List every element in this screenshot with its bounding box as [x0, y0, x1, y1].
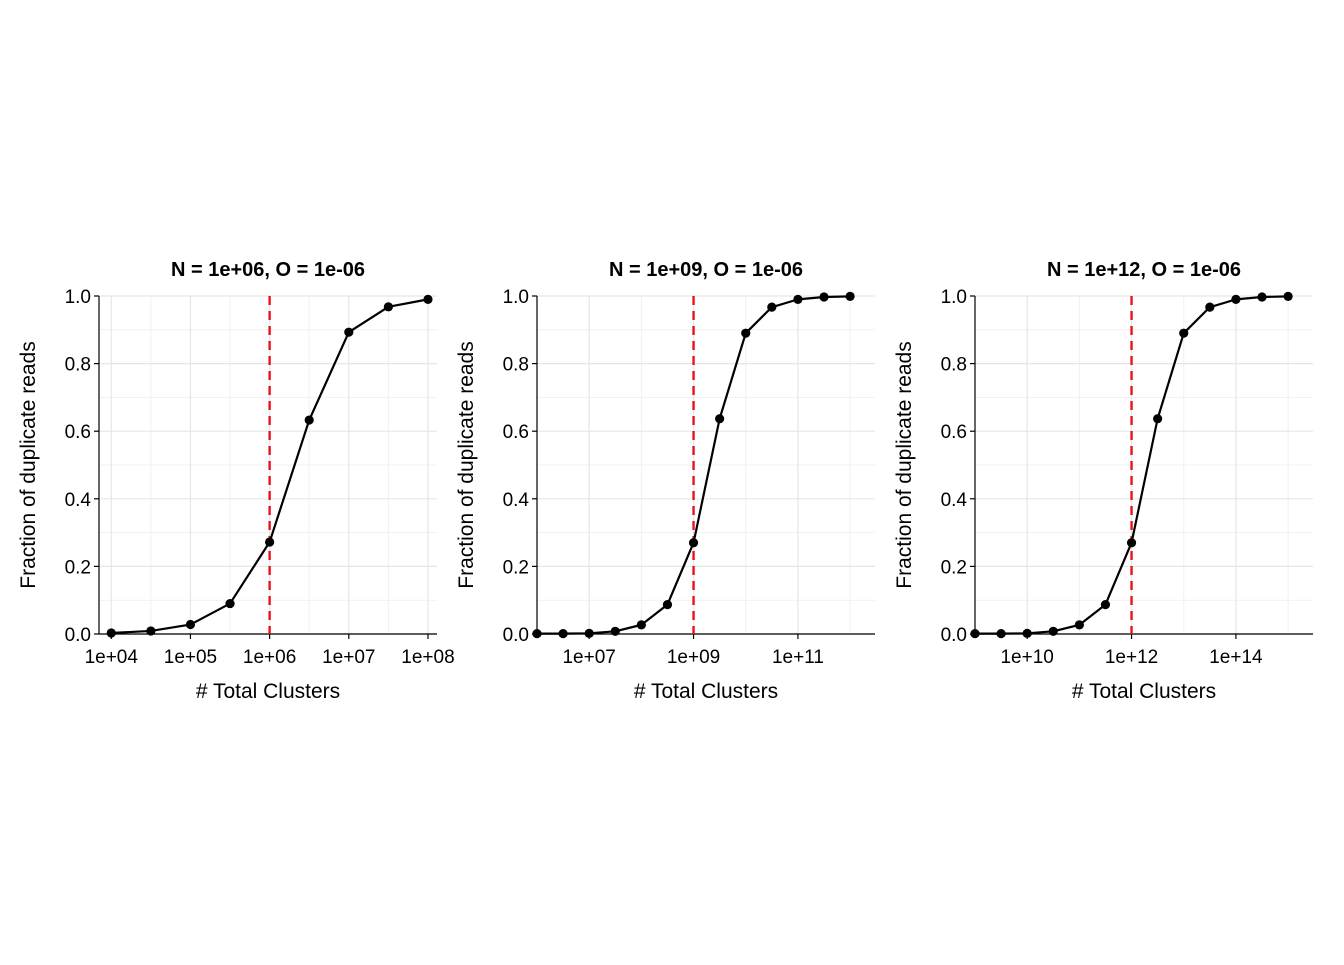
- y-tick-label: 0.0: [65, 625, 91, 646]
- y-tick-label: 0.8: [503, 355, 529, 376]
- data-point: [1257, 292, 1267, 302]
- y-tick-label: 0.0: [941, 625, 967, 646]
- data-point: [1283, 291, 1293, 301]
- data-point: [423, 294, 433, 304]
- data-point: [225, 598, 235, 609]
- y-tick-label: 0.2: [503, 557, 529, 578]
- data-point: [715, 414, 725, 424]
- y-tick-label: 0.8: [65, 355, 91, 376]
- y-tick-label: 0.4: [503, 490, 530, 511]
- y-tick-label: 0.0: [503, 625, 529, 646]
- data-point: [741, 328, 751, 338]
- data-point: [185, 619, 196, 630]
- data-point: [558, 629, 568, 639]
- data-point: [146, 626, 156, 636]
- y-tick-label: 0.6: [941, 422, 967, 443]
- data-point: [767, 302, 777, 312]
- x-tick-label: 1e+09: [667, 647, 720, 668]
- x-axis-label: # Total Clusters: [196, 680, 340, 703]
- data-point: [793, 294, 803, 304]
- x-tick-label: 1e+07: [562, 647, 615, 668]
- data-point: [344, 327, 354, 337]
- x-tick-label: 1e+12: [1105, 647, 1158, 668]
- y-tick-label: 0.2: [941, 557, 967, 578]
- data-point: [383, 302, 393, 312]
- x-tick-label: 1e+04: [85, 647, 139, 668]
- grid-lines: [99, 295, 437, 635]
- y-tick-label: 0.8: [941, 355, 967, 376]
- chart-panel-2: 0.0 0.2 0.4 0.6 0.8 1.0 1e+07 1e+09 1e+11 N = 1e+…: [455, 259, 875, 703]
- data-point: [1022, 628, 1032, 638]
- x-axis-label: # Total Clusters: [634, 680, 778, 703]
- data-point: [845, 291, 855, 301]
- data-point: [304, 415, 314, 425]
- x-tick-label: 1e+11: [772, 647, 824, 668]
- data-point: [1153, 414, 1163, 424]
- data-point: [584, 628, 594, 638]
- y-tick-label: 0.2: [65, 557, 91, 578]
- data-point: [636, 620, 646, 630]
- y-axis-label: Fraction of duplicate reads: [17, 341, 40, 588]
- data-point: [1205, 302, 1215, 312]
- data-point: [610, 626, 620, 636]
- data-point: [1048, 626, 1058, 636]
- chart-title: N = 1e+06, O = 1e-06: [171, 259, 365, 281]
- data-point: [532, 629, 542, 639]
- chart-title: N = 1e+09, O = 1e-06: [609, 259, 803, 281]
- data-point: [106, 628, 116, 638]
- data-point: [265, 537, 275, 547]
- data-point: [1126, 538, 1137, 548]
- y-tick-label: 1.0: [503, 287, 529, 308]
- x-tick-label: 1e+08: [401, 647, 454, 668]
- data-point: [996, 629, 1006, 639]
- x-tick-label: 1e+07: [322, 647, 375, 668]
- x-axis-label: # Total Clusters: [1072, 680, 1216, 703]
- chart-panel-3: 0.0 0.2 0.4 0.6 0.8 1.0 1e+10 1e+12 1e+14 N = 1e+…: [893, 259, 1313, 703]
- y-axis-label: Fraction of duplicate reads: [455, 341, 478, 588]
- x-tick-label: 1e+05: [164, 647, 217, 668]
- data-point: [1100, 599, 1111, 610]
- data-point: [970, 629, 980, 639]
- data-point: [1074, 620, 1084, 630]
- y-tick-label: 0.6: [503, 422, 529, 443]
- y-tick-label: 0.6: [65, 422, 91, 443]
- data-point: [688, 538, 699, 548]
- y-tick-label: 1.0: [65, 287, 91, 308]
- chart-title: N = 1e+12, O = 1e-06: [1047, 259, 1241, 281]
- x-tick-label: 1e+14: [1209, 647, 1263, 668]
- y-tick-label: 1.0: [941, 287, 967, 308]
- data-point: [1179, 328, 1189, 338]
- chart-panel-1: 0.0 0.2 0.4 0.6 0.8 1.0 1e+04 1e+05 1e+06 1e+07 1e…: [17, 259, 455, 703]
- y-tick-label: 0.4: [941, 490, 968, 511]
- data-point: [1231, 294, 1241, 304]
- x-tick-label: 1e+06: [243, 647, 296, 668]
- grid-lines: [975, 295, 1313, 635]
- data-point: [662, 599, 673, 610]
- grid-lines: [537, 295, 875, 635]
- data-point: [819, 292, 829, 302]
- x-tick-label: 1e+10: [1000, 647, 1053, 668]
- y-axis-label: Fraction of duplicate reads: [893, 341, 916, 588]
- y-tick-label: 0.4: [65, 490, 92, 511]
